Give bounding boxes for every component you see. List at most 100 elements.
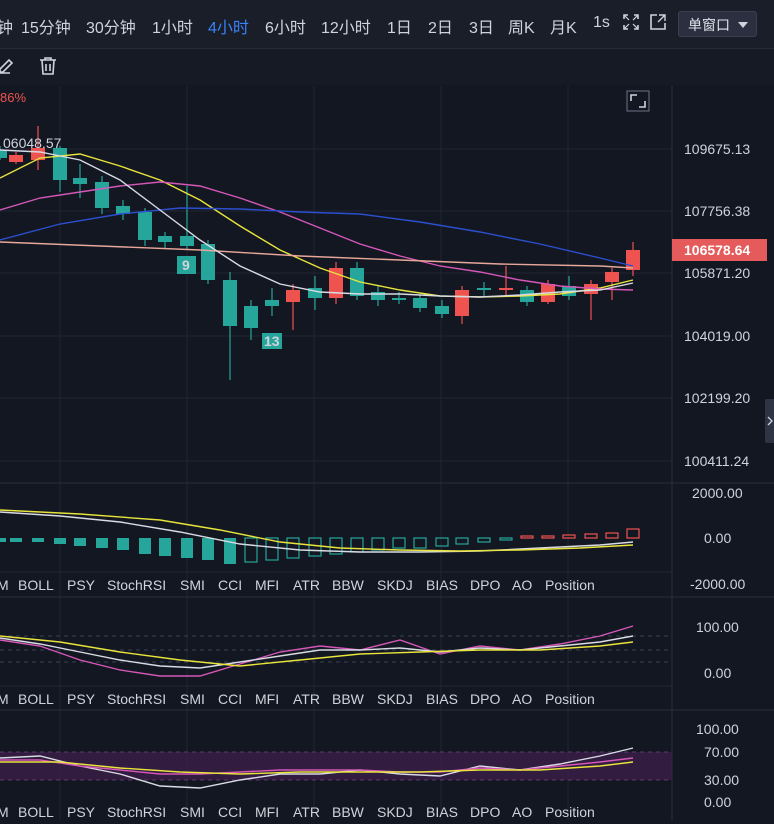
indicator-tab-position[interactable]: Position — [545, 577, 595, 593]
popout-icon[interactable] — [648, 12, 670, 34]
macd-bar-neg-hollow — [308, 537, 322, 557]
indicator-tab-smi[interactable]: SMI — [180, 691, 205, 707]
candle-down — [0, 150, 7, 158]
indicator-tab-psy[interactable]: PSY — [67, 804, 96, 820]
price-axis-label: 109675.13 — [684, 141, 750, 157]
kdj-axis-label: 0.00 — [704, 665, 731, 681]
indicator-tab-cci[interactable]: CCI — [218, 691, 243, 707]
rsi-axis-label: 0.00 — [704, 794, 731, 810]
edit-icon[interactable] — [0, 55, 18, 77]
indicator-tab-bias[interactable]: BIAS — [426, 804, 458, 820]
indicator-tab-dpo[interactable]: DPO — [470, 804, 501, 820]
td-marker-9: 9 — [182, 257, 190, 273]
indicator-tab-atr[interactable]: ATR — [293, 577, 320, 593]
indicator-tab-bias[interactable]: BIAS — [426, 691, 458, 707]
ma-yellow-line — [0, 153, 634, 298]
indicator-tab-m[interactable]: M — [0, 691, 9, 707]
indicator-tab-stochrsi[interactable]: StochRSI — [107, 691, 167, 707]
candle-down — [116, 206, 130, 214]
indicator-tab-dpo[interactable]: DPO — [470, 577, 501, 593]
macd-bar-neg-hollow — [350, 537, 364, 553]
interval-1s-tab[interactable]: 1s — [593, 14, 610, 31]
macd-axis-label: 0.00 — [704, 530, 731, 546]
candle-down — [180, 236, 194, 246]
side-panel-handle[interactable] — [765, 399, 774, 443]
indicator-tab-ao[interactable]: AO — [512, 577, 533, 593]
macd-dea-line — [0, 509, 634, 552]
interval-30m-tab[interactable]: 30分钟 — [86, 20, 136, 37]
fullscreen-icon[interactable] — [621, 12, 643, 34]
indicator-tab-skdj[interactable]: SKDJ — [377, 804, 413, 820]
candle-down — [201, 244, 215, 280]
indicator-tab-cci[interactable]: CCI — [218, 577, 243, 593]
indicator-tab-stochrsi[interactable]: StochRSI — [107, 577, 167, 593]
indicator-tab-boll[interactable]: BOLL — [18, 804, 54, 820]
price-axis-label: 105871.20 — [684, 265, 750, 281]
interval-15m-tab[interactable]: 15分钟 — [21, 20, 71, 37]
expand-chart-icon[interactable] — [626, 90, 650, 112]
interval-1h-tab[interactable]: 1小时 — [152, 20, 193, 37]
macd-bar-pos — [584, 533, 598, 539]
indicator-tab-bbw[interactable]: BBW — [332, 577, 364, 593]
rsi-axis-label: 70.00 — [704, 744, 739, 760]
indicator-tab-m[interactable]: M — [0, 804, 9, 820]
price-axis-label: 100411.24 — [684, 453, 749, 469]
indicator-tab-skdj[interactable]: SKDJ — [377, 691, 413, 707]
indicator-tab-skdj[interactable]: SKDJ — [377, 577, 413, 593]
ma-pink-line — [0, 181, 634, 291]
indicator-tab-cci[interactable]: CCI — [218, 804, 243, 820]
macd-bar-neg — [54, 538, 66, 544]
indicator-tab-mfi[interactable]: MFI — [255, 577, 280, 593]
indicator-tab-stochrsi[interactable]: StochRSI — [107, 804, 167, 820]
indicator-tab-psy[interactable]: PSY — [67, 691, 96, 707]
td-marker-13-badge — [262, 333, 282, 349]
macd-bar-pos — [520, 535, 534, 539]
indicator-tab-mfi[interactable]: MFI — [255, 691, 280, 707]
indicator-tab-bias[interactable]: BIAS — [426, 577, 458, 593]
indicator-tab-smi[interactable]: SMI — [180, 804, 205, 820]
interval-6h-tab[interactable]: 6小时 — [265, 20, 306, 37]
macd-bar-neg-hollow — [413, 537, 427, 549]
candle-down — [350, 268, 364, 296]
indicator-tab-psy[interactable]: PSY — [67, 577, 96, 593]
interval-week-tab[interactable]: 周K — [508, 20, 535, 37]
indicator-tabs-row-1: M BOLL PSY StochRSI SMI CCI MFI ATR BBW SKDJ BIAS D… — [0, 577, 680, 597]
indicator-tab-boll[interactable]: BOLL — [18, 691, 54, 707]
macd-axis-label: 2000.00 — [692, 485, 743, 501]
indicator-tabs-row-3: M BOLL PSY StochRSI SMI CCI MFI ATR BBW SKDJ BIAS D… — [0, 804, 680, 824]
change-percent: 86% — [0, 90, 27, 105]
indicator-tab-atr[interactable]: ATR — [293, 691, 320, 707]
indicator-tab-position[interactable]: Position — [545, 691, 595, 707]
interval-1d-tab[interactable]: 1日 — [387, 20, 412, 37]
price-axis-label: 104019.00 — [684, 328, 750, 344]
interval-2d-tab[interactable]: 2日 — [428, 20, 453, 37]
indicator-tab-ao[interactable]: AO — [512, 691, 533, 707]
indicator-tabs-row-2: M BOLL PSY StochRSI SMI CCI MFI ATR BBW SKDJ BIAS D… — [0, 691, 680, 711]
indicator-tab-position[interactable]: Position — [545, 804, 595, 820]
indicator-tab-smi[interactable]: SMI — [180, 577, 205, 593]
indicator-tab-atr[interactable]: ATR — [293, 804, 320, 820]
indicator-tab-mfi[interactable]: MFI — [255, 804, 280, 820]
indicator-tab-dpo[interactable]: DPO — [470, 691, 501, 707]
indicator-tab-ao[interactable]: AO — [512, 804, 533, 820]
interval-minute-tab[interactable]: 钟 — [0, 20, 14, 37]
indicator-tab-bbw[interactable]: BBW — [332, 804, 364, 820]
macd-bar-neg — [96, 538, 108, 548]
macd-bar-neg — [139, 538, 151, 554]
candle-up — [9, 155, 23, 162]
interval-month-tab[interactable]: 月K — [550, 20, 577, 37]
indicator-tab-bbw[interactable]: BBW — [332, 691, 364, 707]
indicator-tab-m[interactable]: M — [0, 577, 9, 593]
indicator-tab-boll[interactable]: BOLL — [18, 577, 54, 593]
macd-bar-neg — [0, 538, 6, 542]
candle-up — [31, 148, 45, 160]
interval-12h-tab[interactable]: 12小时 — [321, 20, 371, 37]
candle-down — [371, 292, 385, 300]
trash-icon[interactable] — [37, 55, 59, 77]
macd-bar-neg — [159, 538, 171, 556]
interval-4h-tab[interactable]: 4小时 — [208, 20, 249, 37]
interval-3d-tab[interactable]: 3日 — [469, 20, 494, 37]
price-axis-label: 102199.20 — [684, 390, 750, 406]
window-mode-dropdown[interactable]: 单窗口 — [678, 11, 757, 37]
